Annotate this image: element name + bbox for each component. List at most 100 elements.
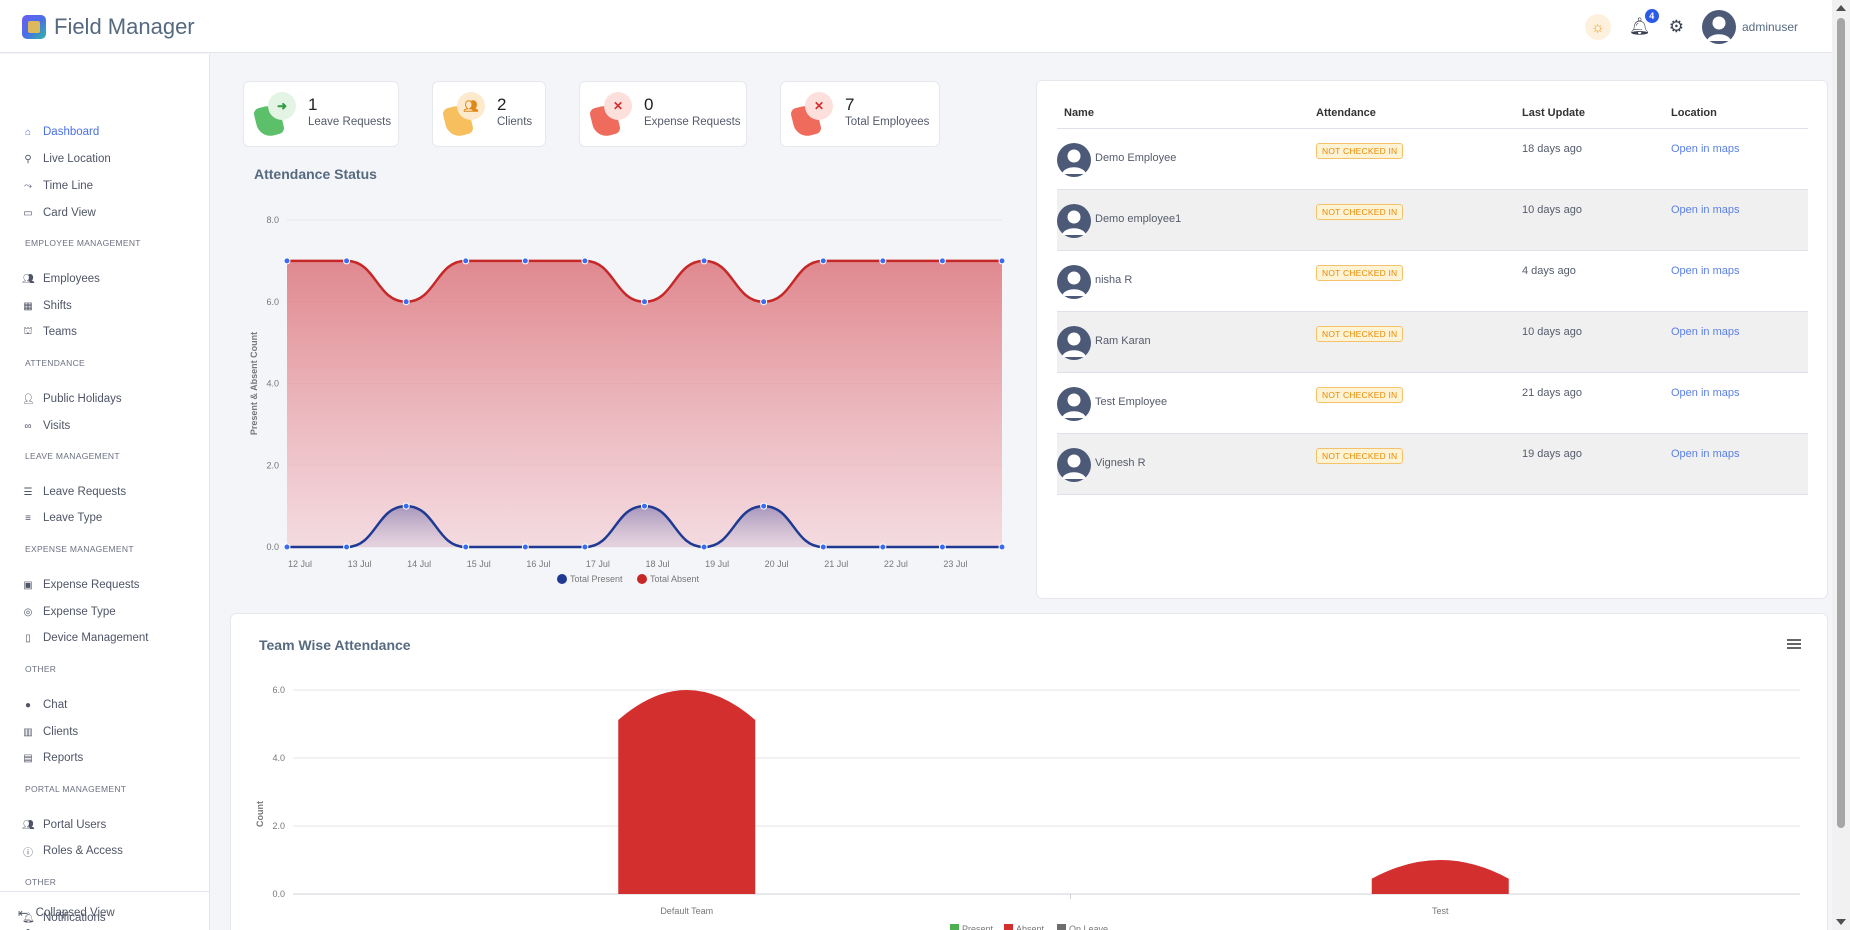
scroll-up-icon[interactable] xyxy=(1836,5,1846,11)
stat-card-leave-requests[interactable]: ➜ 1 Leave Requests xyxy=(243,81,399,147)
data-point xyxy=(760,298,768,306)
stat-value: 7 xyxy=(845,95,855,114)
sidebar-item-expense-requests[interactable]: ▣ Expense Requests xyxy=(22,575,140,595)
y-tick-label: 2.0 xyxy=(272,821,285,831)
col-header-attendance: Attendance xyxy=(1316,107,1376,119)
sidebar-section-heading: EMPLOYEE MANAGEMENT xyxy=(25,238,141,248)
data-point xyxy=(462,257,470,265)
y-tick-label: 8.0 xyxy=(266,215,279,225)
sidebar-item-roles-access[interactable]: ⓘ Roles & Access xyxy=(22,841,123,861)
table-row: Vignesh R NOT CHECKED IN 19 days ago Open i… xyxy=(1057,434,1808,495)
attendance-chart-title: Attendance Status xyxy=(254,166,377,182)
scroll-thumb[interactable] xyxy=(1837,18,1845,828)
sidebar-item-dashboard[interactable]: ⌂ Dashboard xyxy=(22,122,99,142)
sidebar-item-card-view[interactable]: ▭ Card View xyxy=(22,203,96,223)
card-icon: ▭ xyxy=(23,207,33,219)
file-icon: ▤ xyxy=(23,752,33,764)
status-badge: NOT CHECKED IN xyxy=(1316,204,1404,220)
employee-name: Vignesh R xyxy=(1095,457,1146,469)
sidebar-section-heading: EXPENSE MANAGEMENT xyxy=(25,544,134,554)
sidebar-item-chat[interactable]: ● Chat xyxy=(22,695,67,715)
sidebar-item-device-management[interactable]: ▯ Device Management xyxy=(22,628,148,648)
sidebar-item-time-line[interactable]: ⤳ Time Line xyxy=(22,176,93,196)
sidebar-section-heading: LEAVE MANAGEMENT xyxy=(25,451,120,461)
scroll-down-icon[interactable] xyxy=(1836,919,1846,925)
sun-icon[interactable]: ☼ xyxy=(1584,14,1611,40)
app-logo-icon xyxy=(22,15,46,39)
stat-value: 1 xyxy=(308,95,318,114)
open-in-maps-link[interactable]: Open in maps xyxy=(1671,265,1740,277)
chat-icon: ● xyxy=(24,699,32,711)
sidebar-item-label: Expense Requests xyxy=(43,579,140,591)
data-point xyxy=(879,543,887,551)
col-header-location: Location xyxy=(1671,107,1717,119)
data-point xyxy=(700,543,708,551)
sidebar-item-leave-type[interactable]: ≡ Leave Type xyxy=(22,508,102,528)
legend-marker xyxy=(950,924,959,930)
open-in-maps-link[interactable]: Open in maps xyxy=(1671,143,1740,155)
sidebar-item-clipped[interactable]: ● xyxy=(22,926,34,930)
sidebar-item-reports[interactable]: ▤ Reports xyxy=(22,748,83,768)
sidebar-item-live-location[interactable]: ⚲ Live Location xyxy=(22,149,110,169)
brand[interactable]: Field Manager xyxy=(22,14,195,40)
open-in-maps-link[interactable]: Open in maps xyxy=(1671,448,1740,460)
sidebar-item-notifications[interactable]: 🔔︎ Notifications xyxy=(22,908,106,928)
users-icon: 👥︎ xyxy=(22,273,35,285)
open-in-maps-link[interactable]: Open in maps xyxy=(1671,387,1740,399)
collapse-view-button[interactable]: ⇤ Collapsed View xyxy=(18,906,115,920)
data-point xyxy=(343,257,351,265)
stat-card-expense-requests[interactable]: ✕ 0 Expense Requests xyxy=(579,81,747,147)
mobile-icon: ▯ xyxy=(25,632,31,644)
times-icon: ✕ xyxy=(805,92,833,120)
status-badge: NOT CHECKED IN xyxy=(1316,265,1404,281)
sidebar-item-expense-type[interactable]: ◎ Expense Type xyxy=(22,602,116,622)
status-badge: NOT CHECKED IN xyxy=(1316,326,1404,342)
chart-menu-button[interactable] xyxy=(1787,637,1801,651)
avatar xyxy=(1057,448,1091,482)
data-point xyxy=(700,257,708,265)
data-point xyxy=(581,543,589,551)
employee-name: Demo employee1 xyxy=(1095,213,1182,225)
data-point xyxy=(879,257,887,265)
open-in-maps-link[interactable]: Open in maps xyxy=(1671,204,1740,216)
gear-icon[interactable]: ⚙ xyxy=(1668,17,1684,36)
user-menu[interactable]: adminuser xyxy=(1701,10,1798,44)
app-name: Field Manager xyxy=(54,14,195,39)
notification-count-badge: 4 xyxy=(1644,9,1659,23)
sidebar-item-leave-requests[interactable]: ☰ Leave Requests xyxy=(22,482,127,502)
data-point xyxy=(938,543,946,551)
x-tick-label: 13 Jul xyxy=(348,559,372,569)
sidebar-item-public-holidays[interactable]: 👤︎ Public Holidays xyxy=(22,389,122,409)
data-point xyxy=(581,257,589,265)
sidebar-item-teams[interactable]: ⛫ Teams xyxy=(22,322,76,342)
open-in-maps-link[interactable]: Open in maps xyxy=(1671,326,1740,338)
notifications-button[interactable]: 🔔︎ 4 xyxy=(1629,9,1659,37)
sidebar-item-visits[interactable]: ∞ Visits xyxy=(22,416,70,436)
times-icon: ✕ xyxy=(604,92,632,120)
stat-card-total-employees[interactable]: ✕ 7 Total Employees xyxy=(780,81,940,147)
page-scrollbar[interactable] xyxy=(1832,0,1850,930)
home-icon: ⌂ xyxy=(24,126,32,138)
legend-label: Total Present xyxy=(570,574,623,584)
data-point xyxy=(998,543,1006,551)
team-bar-chart: 0.0 2.0 4.0 6.0 Default Team Test Count Present… xyxy=(255,685,1800,930)
sidebar-item-shifts[interactable]: ▦ Shifts xyxy=(22,296,72,316)
sidebar-item-employees[interactable]: 👥︎ Employees xyxy=(22,269,100,289)
avatar xyxy=(1057,387,1091,421)
x-tick-label: 14 Jul xyxy=(407,559,431,569)
info-icon: ⓘ xyxy=(23,847,33,859)
sidebar-item-portal-users[interactable]: 👥︎ Portal Users xyxy=(22,815,106,835)
list-alt-icon: ≡ xyxy=(25,512,31,524)
col-header-last-update: Last Update xyxy=(1522,107,1585,119)
bell-icon: 🔔︎ xyxy=(22,912,35,924)
legend-marker xyxy=(637,574,647,584)
last-update: 10 days ago xyxy=(1522,204,1582,216)
bar-absent xyxy=(1371,860,1509,894)
y-tick-label: 4.0 xyxy=(266,379,279,389)
stat-card-clients[interactable]: 👥︎ 2 Clients xyxy=(432,81,546,147)
employee-name: Test Employee xyxy=(1095,396,1168,408)
col-header-name: Name xyxy=(1064,107,1094,119)
sidebar-item-clients[interactable]: ▥ Clients xyxy=(22,722,78,742)
x-tick-label: 22 Jul xyxy=(884,559,908,569)
y-axis-label: Count xyxy=(255,801,265,827)
